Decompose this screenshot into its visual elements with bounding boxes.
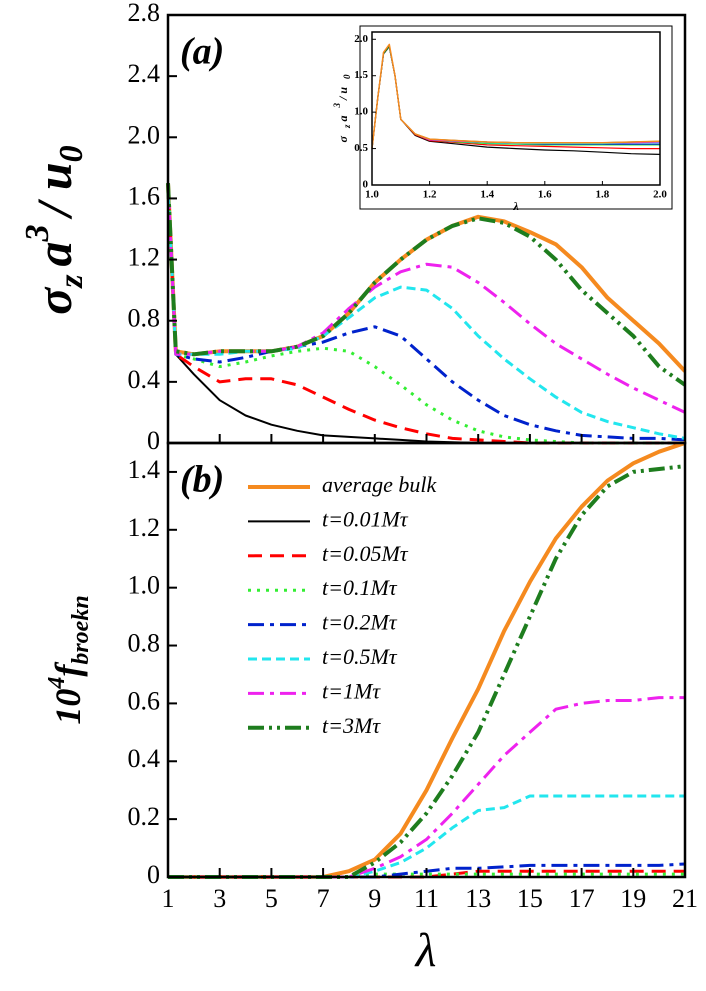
legend-label: average bulk — [322, 472, 437, 497]
inset-y-label: σ za 3 / u 0 — [332, 74, 352, 143]
data-line — [166, 183, 686, 442]
y-axis-label-b: 104fbroekn — [44, 595, 94, 724]
x-tick-label: 17 — [569, 884, 595, 913]
y-label-part: σ — [26, 286, 82, 315]
panel-label: (a) — [180, 31, 224, 73]
x-tick-label: 1.8 — [596, 189, 610, 201]
legend-label: t=1Mτ — [322, 678, 381, 703]
x-axis-label: λ — [414, 924, 437, 977]
y-tick-label: 2.0 — [128, 120, 161, 149]
y-label-part: 0 — [342, 74, 352, 79]
y-label-part: 3 — [19, 225, 56, 243]
legend-label: t=0.05Mτ — [322, 541, 409, 566]
y-tick-label: 0.2 — [128, 802, 161, 831]
y-label-part: broekn — [68, 595, 94, 664]
y-label-part: 4 — [44, 677, 70, 690]
legend-label: t=0.5Mτ — [322, 644, 398, 669]
x-tick-label: 5 — [265, 884, 278, 913]
x-tick-label: 21 — [672, 884, 698, 913]
y-label-part: 0 — [53, 145, 90, 162]
data-line — [166, 183, 687, 373]
y-label-part: a — [26, 242, 82, 267]
y-label-part: σ — [336, 136, 350, 143]
x-tick-label: 13 — [465, 884, 491, 913]
y-tick-label: 1.6 — [128, 181, 161, 210]
y-axis-label-a: σza3 / u0 — [19, 145, 90, 314]
y-label-part: z — [53, 274, 90, 289]
y-tick-label: 1.2 — [128, 243, 161, 272]
y-tick-label: 0.4 — [128, 365, 161, 394]
data-line — [168, 869, 685, 879]
y-label-part: a — [336, 116, 350, 122]
x-tick-label: 1.0 — [365, 189, 379, 201]
x-tick-label: 3 — [213, 884, 226, 913]
x-tick-label: 15 — [517, 884, 543, 913]
y-tick-label: 1.2 — [128, 513, 161, 542]
y-tick-label: 1.0 — [354, 106, 368, 118]
legend-label: t=3Mτ — [322, 713, 381, 738]
y-label-part: z — [342, 124, 352, 129]
x-tick-label: 2.0 — [653, 189, 667, 201]
data-line — [166, 183, 687, 387]
y-tick-label: 2.4 — [128, 59, 161, 88]
y-label-part: / u — [336, 87, 350, 101]
x-tick-label: 19 — [620, 884, 646, 913]
data-line — [168, 441, 686, 879]
y-tick-label: 0 — [363, 179, 369, 191]
plot-frame — [166, 441, 687, 879]
y-tick-label: 0.4 — [128, 744, 161, 773]
data-line — [371, 43, 661, 149]
inset-x-label: λ — [512, 199, 519, 213]
y-label-part: / u — [26, 162, 82, 220]
y-label-part: f — [48, 662, 88, 677]
y-label-part: 3 — [332, 103, 342, 109]
x-tick-label: 1 — [162, 884, 175, 913]
legend-label: t=0.01Mτ — [322, 506, 409, 531]
y-tick-label: 2.8 — [128, 0, 161, 27]
plot-frame — [371, 31, 661, 186]
data-line — [168, 464, 686, 879]
y-tick-label: 0.5 — [354, 142, 368, 154]
y-tick-label: 0.8 — [128, 629, 161, 658]
y-tick-label: 1.5 — [354, 69, 368, 81]
y-tick-label: 0 — [147, 860, 160, 889]
x-tick-label: 1.2 — [423, 189, 437, 201]
inset-background — [359, 25, 673, 210]
x-tick-label: 1.4 — [480, 189, 494, 201]
legend-label: t=0.2Mτ — [322, 610, 398, 635]
y-tick-label: 1.0 — [128, 571, 161, 600]
y-tick-label: 0.6 — [128, 686, 161, 715]
legend-label: t=0.1Mτ — [322, 575, 398, 600]
data-line — [166, 183, 685, 445]
y-label-part: 10 — [48, 689, 88, 725]
y-tick-label: 2.0 — [354, 33, 368, 45]
x-tick-label: 1.6 — [538, 189, 552, 201]
x-tick-label: 7 — [317, 884, 330, 913]
x-tick-label: 11 — [414, 884, 439, 913]
y-tick-label: 1.4 — [128, 455, 161, 484]
y-tick-label: 0 — [147, 426, 160, 455]
y-tick-label: 0.8 — [128, 304, 161, 333]
panel-label: (b) — [180, 459, 224, 501]
x-tick-label: 9 — [368, 884, 381, 913]
